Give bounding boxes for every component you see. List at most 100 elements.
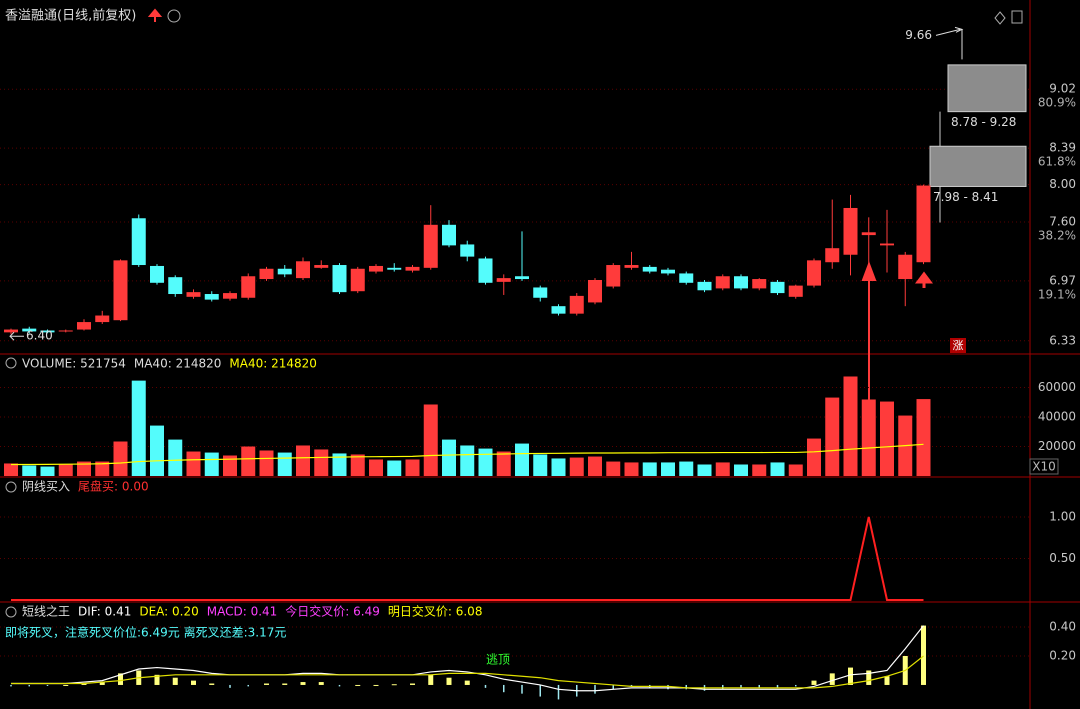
candle-body [58, 330, 73, 332]
volume-bar [58, 464, 73, 476]
volume-bar [4, 463, 18, 476]
volume-bar [788, 464, 803, 476]
macd-bar [464, 680, 470, 685]
macd-bar [630, 684, 633, 687]
macd-bar [795, 684, 797, 687]
candle-body [642, 266, 657, 272]
price-zone [947, 64, 1027, 113]
candle-body [4, 329, 18, 333]
candle-body [241, 276, 256, 298]
macd-bar [722, 684, 724, 690]
candle-body [223, 293, 237, 299]
zone-label: 8.78 - 9.28 [951, 115, 1016, 129]
y-tick-label: 38.2% [1038, 229, 1076, 243]
macd-bar [758, 684, 760, 688]
candle-body [405, 266, 420, 271]
volume-bar [715, 462, 730, 476]
candle-body [168, 277, 183, 295]
y-tick-label: 8.00 [1049, 177, 1076, 191]
candle-body [150, 265, 164, 283]
candle-body [186, 292, 201, 297]
macd-bar [300, 682, 306, 685]
macd-bar [667, 684, 669, 690]
high-marker: 9.66 [905, 28, 932, 42]
candle-body [204, 294, 219, 300]
macd-bar [282, 683, 288, 685]
candle-body [369, 265, 383, 272]
candle-body [825, 248, 840, 263]
y-tick-label: 20000 [1038, 439, 1076, 453]
candle-body [807, 260, 821, 286]
candle-body [113, 260, 128, 321]
volume-bar [679, 461, 694, 476]
macd-bar [484, 684, 487, 688]
candle-body [460, 244, 475, 257]
signal-arrow [861, 261, 877, 400]
volume-bar [478, 448, 493, 476]
y-tick-label: 7.60 [1049, 215, 1076, 229]
candle-body [296, 261, 310, 279]
candle-body [22, 328, 37, 332]
icon[interactable] [1011, 10, 1023, 24]
y-tick-label: 0.20 [1049, 648, 1076, 662]
macd-bar [521, 684, 523, 694]
tag: 逃顶 [486, 653, 510, 667]
macd-bar [63, 684, 69, 686]
volume-bar [752, 464, 767, 476]
chart-title: 香溢融通(日线,前复权) [5, 8, 136, 24]
macd-bar [28, 684, 30, 687]
legend-entry: DIF: 0.41 [78, 605, 131, 619]
volume-bar [807, 438, 821, 476]
volume-bar [442, 439, 456, 476]
volume-bar [770, 462, 785, 476]
volume-bar [861, 399, 876, 476]
volume-bar [496, 451, 511, 476]
macd-bar [829, 673, 835, 685]
macd-bar [811, 680, 817, 685]
y-tick-label: 1.00 [1049, 510, 1076, 524]
candle-body [679, 273, 694, 283]
candle-body [314, 265, 329, 268]
candle-body [442, 224, 456, 246]
candle-body [916, 185, 931, 263]
macd-bar [594, 684, 596, 694]
macd-bar [338, 684, 341, 687]
volume-bar [350, 454, 365, 476]
macd-bar [921, 625, 926, 685]
ma-line [11, 443, 924, 466]
candle-body [533, 287, 548, 298]
volume-bar [204, 452, 219, 476]
macd-bar [229, 684, 231, 688]
volume-bar [369, 459, 383, 476]
macd-bar [866, 670, 872, 685]
legend-entry: 今日交叉价: 6.49 [285, 604, 380, 619]
candle-body [277, 268, 292, 275]
y-tick-label: 0.40 [1049, 620, 1076, 634]
macd-bar [81, 683, 87, 685]
macd-bar [503, 684, 505, 693]
candle-body [606, 265, 621, 287]
volume-bar [916, 399, 931, 476]
volume-bar [168, 439, 183, 476]
legend-entry: VOLUME: 521754 [22, 357, 126, 371]
dif-line [11, 625, 924, 692]
icon[interactable] [994, 11, 1006, 25]
candle-body [661, 269, 675, 274]
volume-bar [624, 462, 639, 476]
macd-bar [264, 683, 269, 685]
panel-icon [5, 357, 17, 369]
candle-body [697, 281, 712, 291]
signal-arrow [915, 271, 933, 288]
volume-bar [241, 446, 256, 476]
macd-bar [247, 684, 249, 687]
macd-bar [373, 684, 379, 686]
volume-bar [296, 445, 310, 476]
candle-body [259, 268, 274, 280]
volume-bar [661, 462, 675, 476]
candle-body [861, 232, 876, 236]
candle-body [588, 279, 602, 303]
legend-entry: 阴线买入 [22, 480, 70, 494]
marker-arrow [9, 331, 24, 341]
candle-body [350, 268, 365, 292]
volume-bar [77, 461, 91, 476]
